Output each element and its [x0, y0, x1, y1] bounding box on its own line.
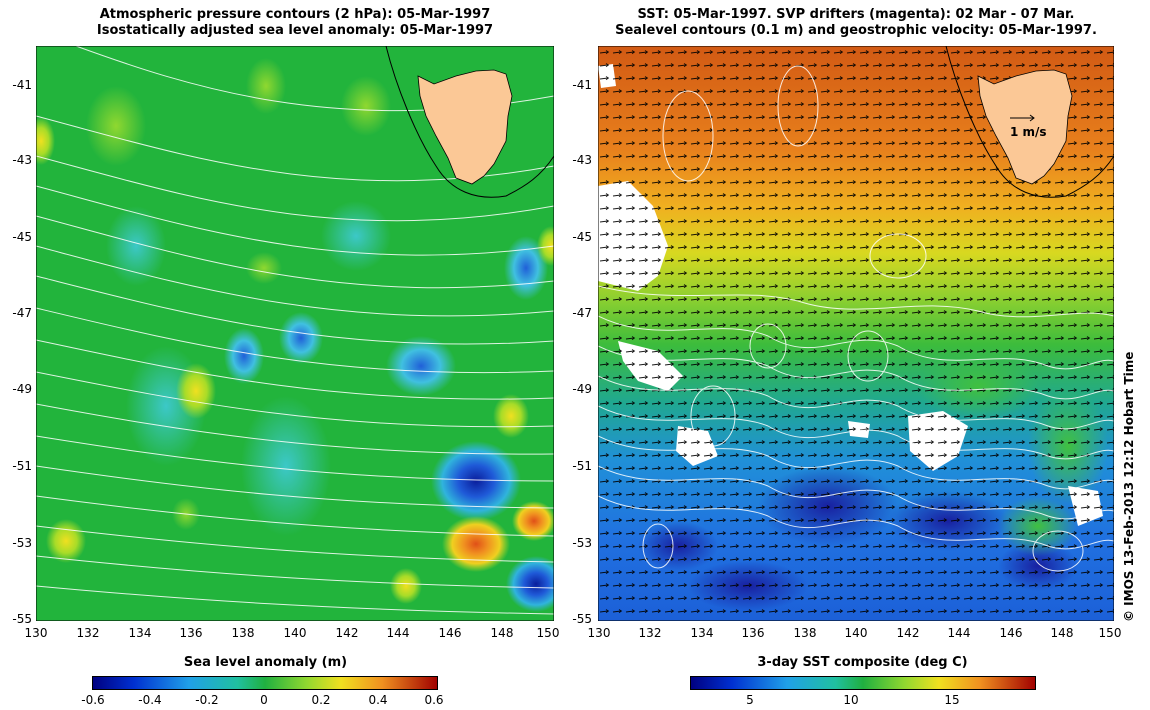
right-y-tick: -53	[572, 536, 592, 550]
right-x-tick: 132	[638, 626, 662, 640]
right-x-tick: 140	[844, 626, 868, 640]
right-tasmania-land	[977, 69, 1073, 185]
left-x-tick: 146	[438, 626, 462, 640]
left-x-tick: 150	[536, 626, 560, 640]
right-y-tick: -55	[572, 612, 592, 626]
right-shelf-contour	[945, 46, 1114, 198]
right-map: 1 m/s	[598, 46, 1114, 621]
left-y-tick: -49	[12, 382, 32, 396]
right-title-line1: SST: 05-Mar-1997. SVP drifters (magenta)…	[637, 7, 1075, 22]
right-x-tick: 134	[690, 626, 714, 640]
left-colorbar-tick: 0.4	[368, 693, 388, 707]
sealevel-contours	[598, 65, 1114, 572]
right-colorbar-tick: 10	[843, 693, 859, 707]
left-x-tick: 144	[386, 626, 410, 640]
left-colorbar-tick: 0	[260, 693, 268, 707]
left-y-tick: -55	[12, 612, 32, 626]
left-title: Atmospheric pressure contours (2 hPa): 0…	[36, 7, 554, 39]
right-colorbar	[690, 676, 1036, 690]
left-x-tick: 140	[283, 626, 307, 640]
left-x-tick: 138	[231, 626, 255, 640]
left-colorbar-tick: -0.6	[81, 693, 105, 707]
left-y-tick: -41	[12, 78, 32, 92]
left-colorbar-tick: -0.4	[138, 693, 162, 707]
left-x-tick: 136	[179, 626, 203, 640]
velocity-scale-label: 1 m/s	[1010, 125, 1047, 139]
left-colorbar-tick: 0.6	[424, 693, 444, 707]
right-title: SST: 05-Mar-1997. SVP drifters (magenta)…	[598, 7, 1114, 39]
left-x-tick: 132	[76, 626, 100, 640]
velocity-scale: 1 m/s	[1010, 114, 1047, 139]
right-y-tick: -41	[572, 78, 592, 92]
left-x-tick: 134	[128, 626, 152, 640]
left-y-tick: -51	[12, 459, 32, 473]
pressure-contours	[36, 46, 554, 615]
left-colorbar-tick: 0.2	[311, 693, 331, 707]
credit-label: © IMOS 13-Feb-2013 12:12 Hobart Time	[1122, 351, 1136, 622]
right-y-tick: -45	[572, 230, 592, 244]
right-x-tick: 144	[947, 626, 971, 640]
left-colorbar-label: Sea level anomaly (m)	[183, 655, 348, 670]
left-y-tick: -53	[12, 536, 32, 550]
left-y-tick: -47	[12, 306, 32, 320]
right-y-tick: -47	[572, 306, 592, 320]
right-colorbar-tick: 15	[944, 693, 960, 707]
right-y-tick: -43	[572, 153, 592, 167]
left-y-tick: -43	[12, 153, 32, 167]
right-y-tick: -51	[572, 459, 592, 473]
left-colorbar	[92, 676, 438, 690]
right-title-line2: Sealevel contours (0.1 m) and geostrophi…	[615, 23, 1097, 38]
left-y-tick: -45	[12, 230, 32, 244]
left-x-tick: 130	[24, 626, 48, 640]
right-x-tick: 136	[741, 626, 765, 640]
right-y-tick: -49	[572, 382, 592, 396]
left-shelf-contour	[385, 46, 554, 198]
left-map	[36, 46, 554, 621]
left-tasmania-land	[417, 69, 513, 185]
right-x-tick: 142	[896, 626, 920, 640]
right-colorbar-tick: 5	[746, 693, 754, 707]
right-x-tick: 138	[793, 626, 817, 640]
left-x-tick: 142	[335, 626, 359, 640]
right-x-tick: 148	[1050, 626, 1074, 640]
right-colorbar-label: 3-day SST composite (deg C)	[757, 655, 968, 670]
left-title-line2: Isostatically adjusted sea level anomaly…	[96, 23, 494, 38]
right-x-tick: 130	[587, 626, 611, 640]
left-colorbar-tick: -0.2	[195, 693, 219, 707]
right-x-tick: 150	[1098, 626, 1122, 640]
left-title-line1: Atmospheric pressure contours (2 hPa): 0…	[99, 7, 491, 22]
right-x-tick: 146	[999, 626, 1023, 640]
left-x-tick: 148	[490, 626, 514, 640]
